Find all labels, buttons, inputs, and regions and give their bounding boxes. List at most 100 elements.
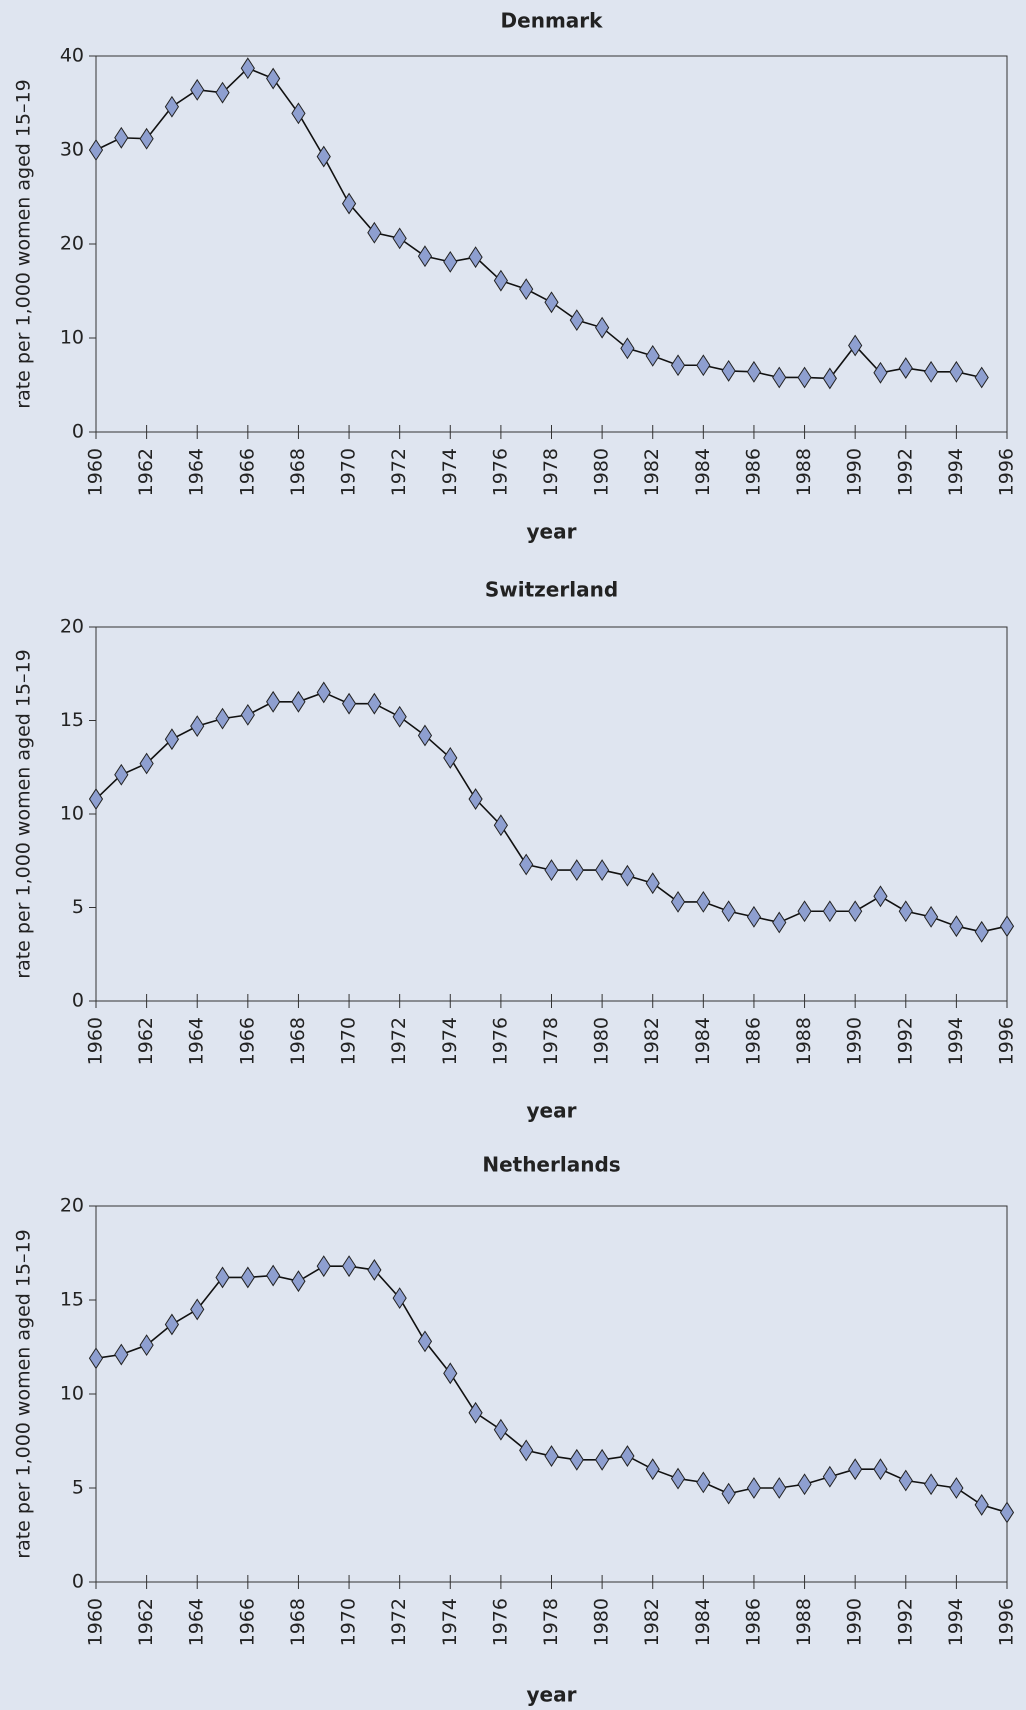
data-point xyxy=(291,690,306,713)
data-point xyxy=(822,900,837,923)
data-point xyxy=(215,1266,230,1289)
x-tick-label: 1996 xyxy=(996,448,1018,496)
plot-frame xyxy=(95,626,1008,1002)
data-point xyxy=(443,1362,458,1385)
data-point xyxy=(645,344,660,367)
data-point xyxy=(949,1477,964,1499)
data-point xyxy=(266,1264,281,1287)
x-tick-label: 1978 xyxy=(540,1598,562,1646)
x-tick-label: 1990 xyxy=(844,1598,866,1646)
x-tick-label: 1978 xyxy=(540,1017,562,1065)
data-point xyxy=(417,724,433,747)
data-point xyxy=(367,221,382,244)
data-point xyxy=(417,245,433,268)
data-point xyxy=(620,337,635,360)
x-tick-label: 1978 xyxy=(540,448,562,496)
data-point xyxy=(595,1448,610,1471)
data-point xyxy=(341,1255,357,1278)
data-point xyxy=(595,316,610,339)
x-tick-label: 1982 xyxy=(641,1017,663,1065)
x-tick-label: 1964 xyxy=(186,1017,208,1065)
data-point xyxy=(139,127,154,150)
data-point xyxy=(873,361,888,384)
data-point xyxy=(493,814,508,837)
data-point xyxy=(797,900,812,923)
data-point xyxy=(848,900,863,923)
data-point xyxy=(721,1482,736,1505)
x-tick-label: 1974 xyxy=(439,1598,461,1646)
x-tick-label: 1970 xyxy=(338,1598,360,1646)
x-tick-label: 1960 xyxy=(85,1017,107,1065)
data-point xyxy=(569,309,584,332)
data-point xyxy=(139,752,154,775)
data-point xyxy=(873,885,888,908)
x-tick-label: 1974 xyxy=(439,1017,461,1065)
data-point xyxy=(114,1343,129,1366)
x-tick-label: 1980 xyxy=(591,1017,613,1065)
data-point xyxy=(468,246,483,269)
data-point xyxy=(873,1458,888,1481)
data-point xyxy=(696,890,711,913)
data-point xyxy=(772,911,787,934)
data-point xyxy=(923,1473,939,1496)
x-tick-label: 1974 xyxy=(439,448,461,496)
x-tick-label: 1994 xyxy=(945,448,967,496)
data-point xyxy=(139,1334,154,1357)
x-tick-label: 1980 xyxy=(591,1598,613,1646)
y-tick-label: 10 xyxy=(60,1383,84,1405)
x-tick-label: 1986 xyxy=(742,448,764,496)
data-point xyxy=(544,1445,559,1467)
data-point xyxy=(696,354,711,377)
x-tick-label: 1966 xyxy=(236,448,258,496)
data-point xyxy=(443,250,458,273)
data-point xyxy=(544,859,559,882)
data-point xyxy=(772,1477,787,1499)
data-point xyxy=(215,81,230,104)
x-tick-label: 1976 xyxy=(489,1598,511,1646)
x-tick-label: 1966 xyxy=(236,1017,258,1065)
data-point xyxy=(974,920,989,943)
x-tick-label: 1986 xyxy=(742,1598,764,1646)
x-tick-label: 1964 xyxy=(186,1598,208,1646)
y-axis-label: rate per 1,000 women aged 15–19 xyxy=(13,1229,35,1558)
y-tick-label: 0 xyxy=(72,990,84,1012)
data-point xyxy=(240,1266,255,1289)
x-tick-label: 1988 xyxy=(793,1598,815,1646)
x-tick-label: 1984 xyxy=(692,448,714,496)
data-point xyxy=(88,139,104,161)
data-point xyxy=(822,367,837,390)
x-tick-label: 1996 xyxy=(996,1017,1018,1065)
data-point xyxy=(190,78,205,101)
plot-frame xyxy=(95,1205,1008,1583)
y-tick-label: 10 xyxy=(60,803,84,825)
x-tick-label: 1990 xyxy=(844,1017,866,1065)
data-point xyxy=(493,1418,508,1441)
data-point xyxy=(392,227,407,250)
data-point xyxy=(367,692,382,715)
data-point xyxy=(164,728,180,751)
x-tick-label: 1996 xyxy=(996,1598,1018,1646)
x-tick-label: 1970 xyxy=(338,448,360,496)
data-point xyxy=(316,145,331,168)
x-tick-label: 1984 xyxy=(692,1017,714,1065)
data-point xyxy=(519,853,534,876)
data-point xyxy=(519,1439,534,1462)
x-tick-label: 1990 xyxy=(844,448,866,496)
data-point xyxy=(797,366,812,389)
data-point xyxy=(620,1445,635,1467)
data-point xyxy=(721,359,736,382)
data-point xyxy=(190,715,205,738)
data-point xyxy=(215,707,230,730)
data-point xyxy=(417,1330,433,1353)
y-tick-label: 10 xyxy=(60,327,84,349)
data-point xyxy=(316,681,331,704)
y-tick-label: 20 xyxy=(60,616,84,638)
x-tick-label: 1966 xyxy=(236,1598,258,1646)
data-point xyxy=(746,905,762,928)
data-point xyxy=(974,366,989,389)
data-point xyxy=(392,1287,407,1310)
data-point xyxy=(341,192,357,215)
x-tick-label: 1962 xyxy=(135,1598,157,1646)
x-tick-label: 1992 xyxy=(894,448,916,496)
